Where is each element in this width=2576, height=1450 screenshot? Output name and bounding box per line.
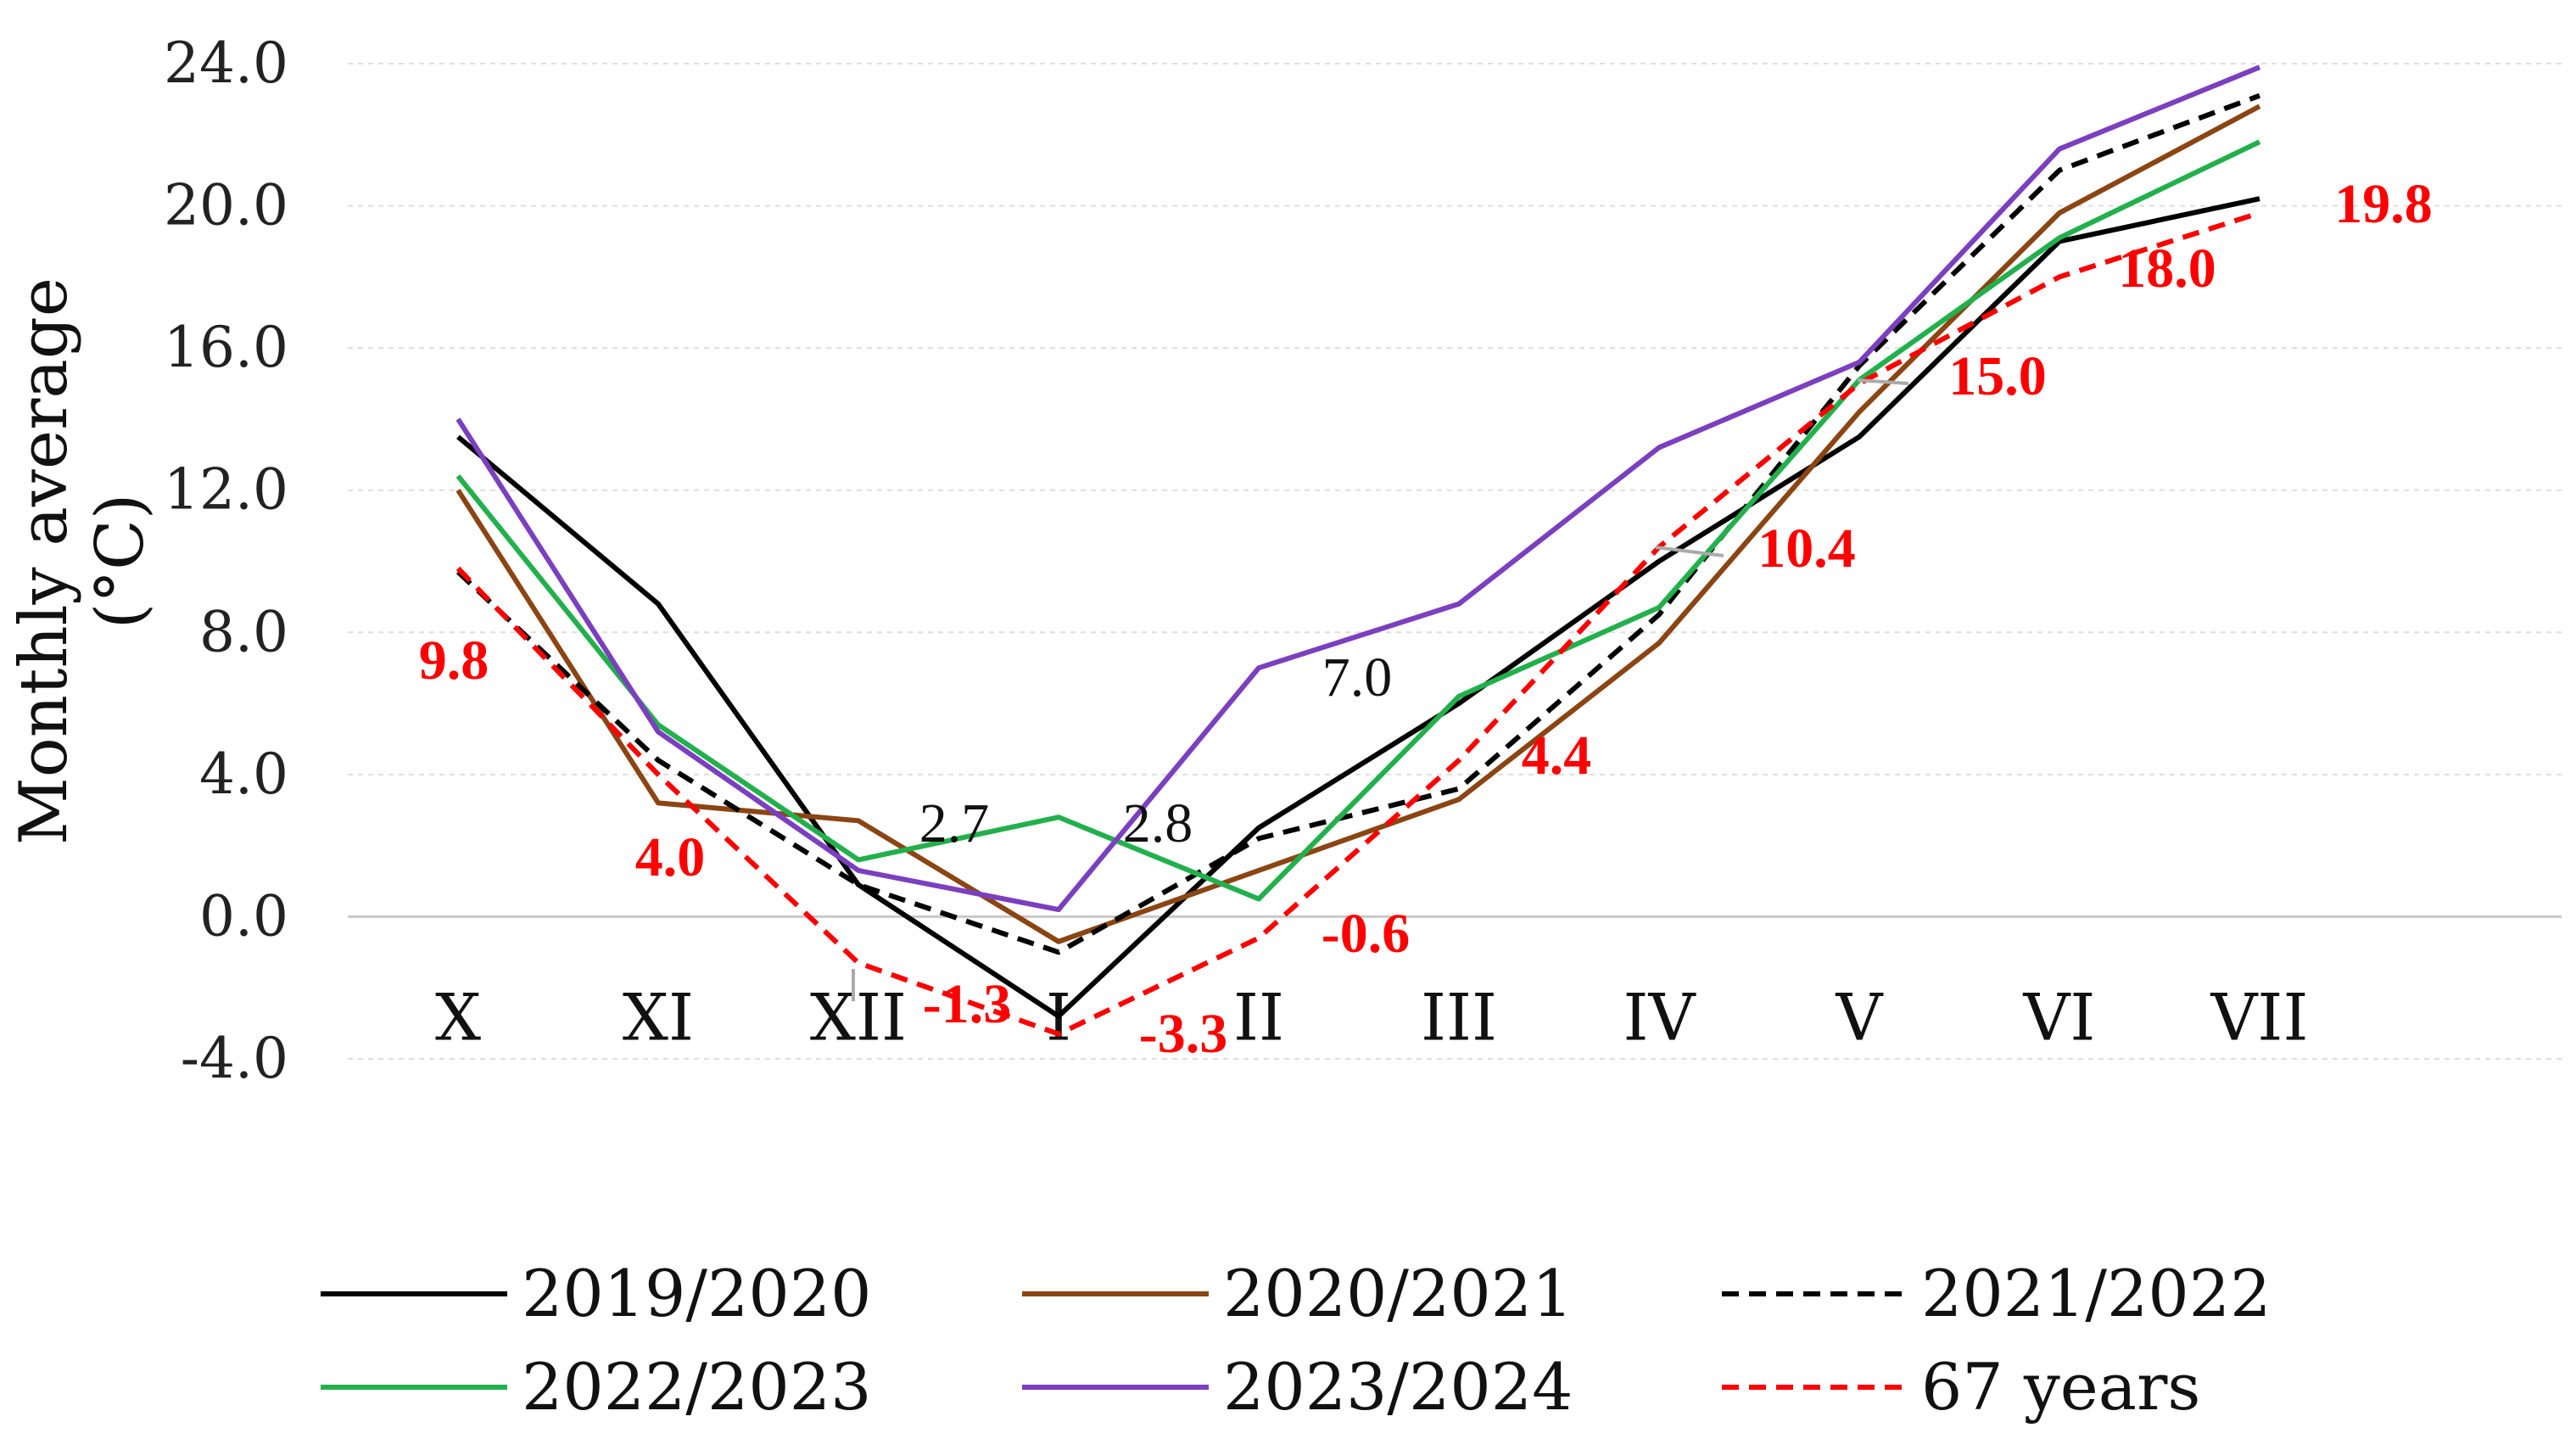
legend-label: 2020/2021: [1223, 1256, 1573, 1331]
x-tick-label: III: [1421, 980, 1497, 1055]
grid-layer: [348, 63, 2562, 1060]
x-tick-label: XI: [623, 980, 694, 1055]
y-tick-label: 0.0: [199, 883, 288, 949]
legend-label: 2021/2022: [1921, 1256, 2271, 1331]
data-label: 7.0: [1322, 647, 1393, 708]
data-label-67-years: -0.6: [1322, 903, 1410, 965]
y-tick-label: 16.0: [164, 315, 288, 380]
series-line-67-years: [455, 210, 2260, 1037]
data-label-67-years: 18.0: [2118, 238, 2216, 300]
data-label-67-years: 4.0: [635, 826, 706, 888]
legend-label: 2022/2023: [522, 1349, 871, 1425]
series-line-2020-2021: [455, 104, 2261, 944]
x-tick-label: V: [1836, 980, 1884, 1055]
data-label: 2.7: [919, 792, 990, 854]
data-label-layer: 9.8 4.0 -1.3 -3.3 -0.6 4.4 10.4 15.0 18.0 19.8 2.7…: [419, 173, 2433, 1065]
data-label-67-years: -3.3: [1139, 1003, 1227, 1065]
series-layer: [455, 64, 2261, 1037]
y-axis-title: Monthly average(°C): [6, 277, 159, 845]
x-tick-label: II: [1233, 980, 1284, 1055]
legend: 2019/2020 2020/2021 2021/2022 2022/2023 2023…: [321, 1256, 2271, 1425]
y-tick-label: 8.0: [199, 599, 288, 664]
data-label-67-years: 19.8: [2334, 173, 2433, 235]
series-line-2021-2022: [455, 92, 2261, 955]
y-tick-label: 24.0: [164, 31, 288, 96]
data-label: 2.8: [1123, 792, 1193, 854]
y-tick-label: 12.0: [164, 457, 288, 523]
x-tick-label: IV: [1623, 980, 1696, 1055]
y-tick-label: -4.0: [181, 1026, 288, 1091]
legend-label: 2019/2020: [522, 1256, 871, 1331]
data-label-67-years: -1.3: [923, 973, 1011, 1035]
y-tick-label: 4.0: [199, 742, 288, 807]
data-label-67-years: 10.4: [1757, 518, 1856, 579]
legend-label: 2023/2024: [1223, 1349, 1573, 1425]
x-tick-label: XII: [810, 980, 907, 1055]
series-line-2023-2024: [455, 64, 2261, 913]
x-tick-label: VI: [2023, 980, 2096, 1055]
series-line-2019-2020: [456, 196, 2260, 1019]
axis-layer: -4.00.04.08.012.016.020.024.0X XI XII I II II…: [6, 31, 2308, 1091]
data-label-67-years: 9.8: [419, 630, 489, 691]
legend-label: 67 years: [1921, 1349, 2200, 1425]
series-line-2022-2023: [455, 139, 2261, 902]
label-leader-line: [1857, 378, 1909, 385]
y-tick-label: 20.0: [164, 173, 288, 238]
x-tick-label: VII: [2210, 980, 2309, 1055]
data-label-67-years: 15.0: [1948, 345, 2047, 407]
label-leader-line: [1655, 546, 1724, 557]
x-tick-label: X: [435, 980, 481, 1055]
data-label-67-years: 4.4: [1522, 725, 1592, 787]
